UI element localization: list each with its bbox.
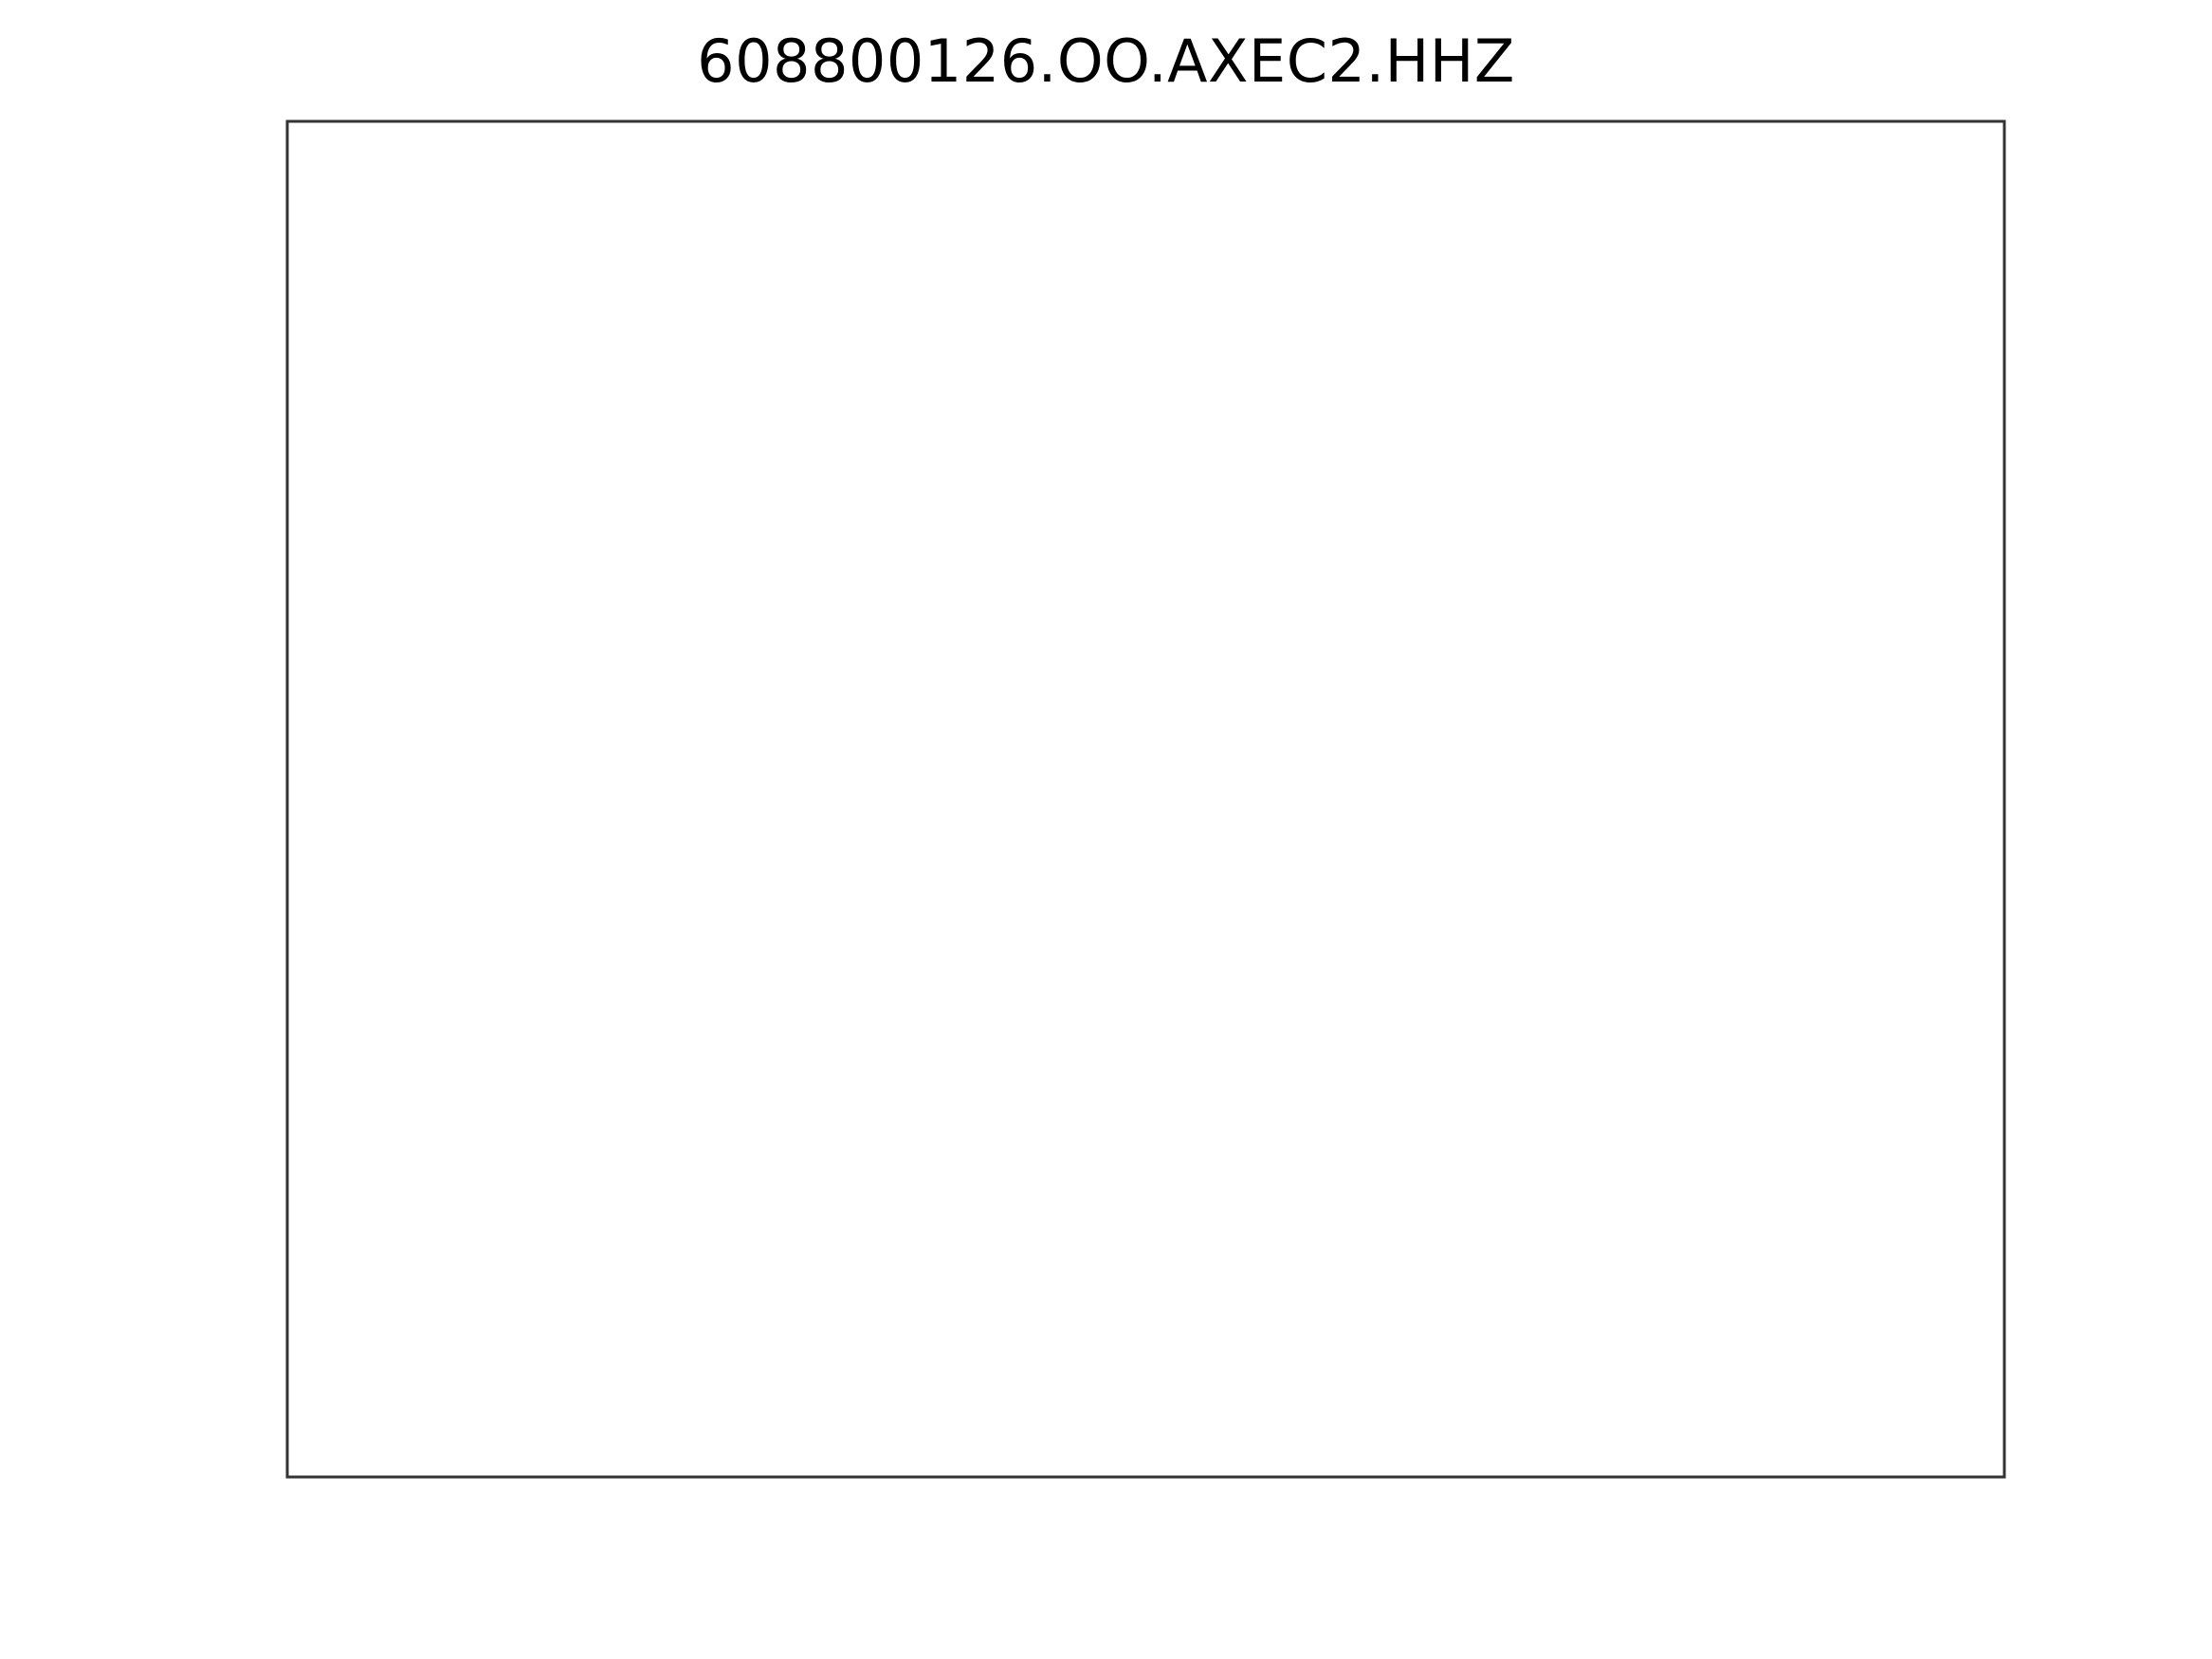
page-title: 608800126.OO.AXEC2.HHZ <box>697 27 1515 96</box>
plot-frame <box>285 119 2006 1479</box>
